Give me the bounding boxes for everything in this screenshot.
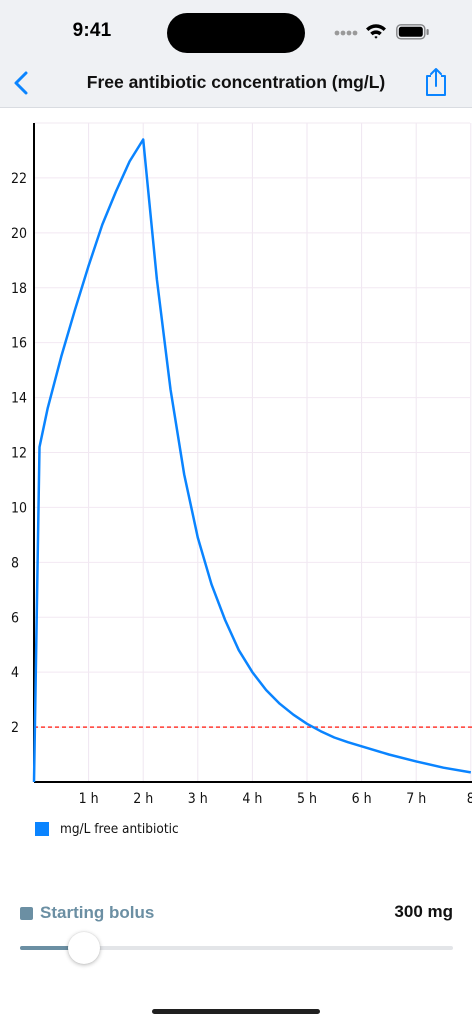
y-tick-label: 10: [11, 500, 27, 516]
chevron-left-icon[interactable]: [12, 70, 34, 96]
dynamic-island: [167, 13, 305, 53]
status-time: 9:41: [72, 20, 112, 41]
share-icon[interactable]: [423, 66, 449, 98]
y-tick-label: 6: [11, 610, 19, 626]
home-indicator: [152, 1009, 320, 1014]
series-line: [32, 138, 472, 783]
starting-bolus-label: Starting bolus: [20, 902, 154, 924]
starting-bolus-value: 300 mg: [394, 902, 453, 921]
y-tick-label: 2: [11, 720, 19, 736]
x-tick-label: 3 h: [188, 791, 208, 807]
page-title: Free antibiotic concentration (mg/L): [86, 72, 386, 92]
chart-canvas: 2 4 6 8 10 12 14 16 18 20 22 1 h 2 h 3 h 4 h 5 h 6 h 7 h 8: [11, 122, 472, 807]
slider-track[interactable]: [20, 946, 453, 950]
x-tick-label: 8: [467, 791, 472, 807]
legend-swatch: [35, 822, 49, 836]
control-label-text: Starting bolus: [40, 903, 155, 922]
battery-icon: [396, 24, 429, 40]
starting-bolus-slider[interactable]: [20, 932, 453, 964]
y-tick-label: 16: [11, 336, 27, 352]
x-tick-label: 7 h: [406, 791, 426, 807]
y-tick-label: 12: [11, 446, 27, 462]
slider-fill: [20, 946, 84, 950]
y-tick-label: 8: [11, 555, 19, 571]
x-tick-label: 4 h: [242, 791, 262, 807]
slider-thumb[interactable]: [67, 932, 100, 964]
wifi-icon: [366, 24, 386, 39]
chart-legend: mg/L free antibiotic: [35, 820, 179, 838]
y-tick-label: 14: [11, 391, 27, 407]
y-tick-label: 4: [11, 665, 19, 681]
top-bar: 9:41 Free antibiotic concentration (mg/L…: [0, 0, 472, 108]
control-color-square: [20, 906, 33, 920]
x-tick-label: 2 h: [133, 791, 153, 807]
concentration-chart: 2 4 6 8 10 12 14 16 18 20 22 1 h 2 h 3 h 4 h 5 h 6 h 7 h 8: [0, 108, 472, 848]
y-tick-label: 22: [11, 171, 27, 187]
x-tick-label: 5 h: [297, 791, 317, 807]
x-tick-label: 1 h: [79, 791, 99, 807]
y-tick-label: 18: [11, 281, 27, 297]
x-tick-label: 6 h: [352, 791, 372, 807]
legend-label: mg/L free antibiotic: [60, 821, 179, 837]
signal-icon: [334, 30, 358, 36]
y-tick-label: 20: [11, 226, 27, 242]
